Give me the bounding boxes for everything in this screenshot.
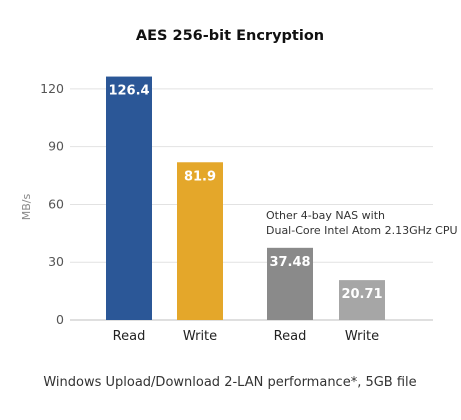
chart-caption: Windows Upload/Download 2-LAN performanc… (43, 375, 416, 390)
bar-value-label: 37.48 (269, 255, 310, 270)
bar (177, 162, 223, 320)
bar-value-label: 81.9 (184, 169, 216, 184)
bar (339, 280, 385, 320)
chart-title: AES 256-bit Encryption (136, 28, 324, 44)
bar-value-label: 126.4 (108, 84, 149, 99)
bar-value-label: 20.71 (341, 287, 382, 302)
y-tick-label: 120 (40, 81, 64, 96)
y-tick-label: 60 (48, 196, 64, 211)
y-tick-label: 30 (48, 254, 64, 269)
y-axis-ticks: 0 30 60 90 120 (40, 81, 64, 327)
annotation-line: Dual-Core Intel Atom 2.13GHz CPU (266, 224, 458, 237)
y-tick-label: 0 (56, 312, 64, 327)
bars: 126.4 81.9 37.48 20.71 (106, 76, 385, 321)
y-axis-label: MB/s (20, 193, 33, 220)
y-tick-label: 90 (48, 139, 64, 154)
bar (267, 247, 313, 320)
bar (106, 76, 152, 321)
comparison-annotation: Other 4-bay NAS with Dual-Core Intel Atom… (266, 209, 458, 237)
x-category-label: Read (274, 329, 307, 344)
annotation-line: Other 4-bay NAS with (266, 209, 385, 222)
x-category-label: Write (183, 329, 217, 344)
x-axis-categories: Read Write Read Write (113, 329, 380, 344)
x-category-label: Read (113, 329, 146, 344)
x-category-label: Write (345, 329, 379, 344)
